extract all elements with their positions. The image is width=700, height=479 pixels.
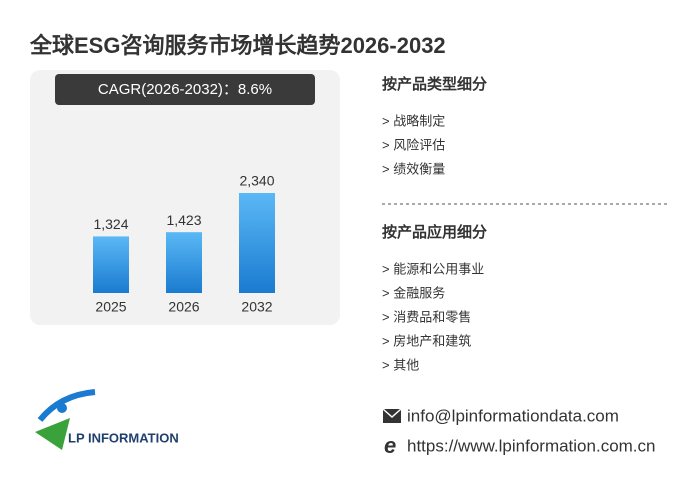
segment-title: 按产品类型细分 (382, 75, 487, 93)
segment-list: > 能源和公用事业 > 金融服务 > 消费品和零售 > 房地产和建筑 > 其他 (382, 261, 484, 372)
email-icon (382, 408, 402, 423)
cagr-label: CAGR(2026-2032)：8.6% (98, 81, 272, 98)
bar (239, 193, 275, 293)
segment-item: > 房地产和建筑 (382, 333, 471, 348)
value-label: 1,423 (166, 212, 201, 228)
x-tick-label: 2026 (168, 299, 199, 315)
value-label: 2,340 (239, 173, 274, 189)
bar (166, 232, 202, 293)
segment-item: > 风险评估 (382, 137, 445, 152)
logo-text: LP INFORMATION (68, 430, 179, 445)
segment-item: > 消费品和零售 (382, 309, 471, 324)
segment-item: > 能源和公用事业 (382, 261, 484, 276)
svg-text:e: e (384, 433, 396, 458)
logo-icon (35, 389, 96, 450)
segment-item: > 战略制定 (382, 113, 445, 128)
segment-item: > 绩效衡量 (382, 161, 445, 176)
bar-group: 1,324 2025 1,423 2026 2,340 2032 (93, 173, 275, 315)
bar (93, 236, 129, 293)
web-icon: e (384, 433, 396, 458)
x-tick-label: 2025 (95, 299, 126, 315)
segment-title: 按产品应用细分 (382, 223, 487, 241)
email: info@lpinformationdata.com (407, 406, 619, 425)
segment-item: > 金融服务 (382, 285, 445, 300)
value-label: 1,324 (93, 216, 128, 232)
cagr-box (55, 74, 315, 105)
website: https://www.lpinformation.com.cn (407, 436, 655, 455)
x-tick-label: 2032 (241, 299, 272, 315)
chart-title: 全球ESG咨询服务市场增长趋势2026-2032 (29, 33, 446, 58)
segment-item: > 其他 (382, 357, 419, 372)
segment-list: > 战略制定 > 风险评估 > 绩效衡量 (382, 113, 445, 176)
